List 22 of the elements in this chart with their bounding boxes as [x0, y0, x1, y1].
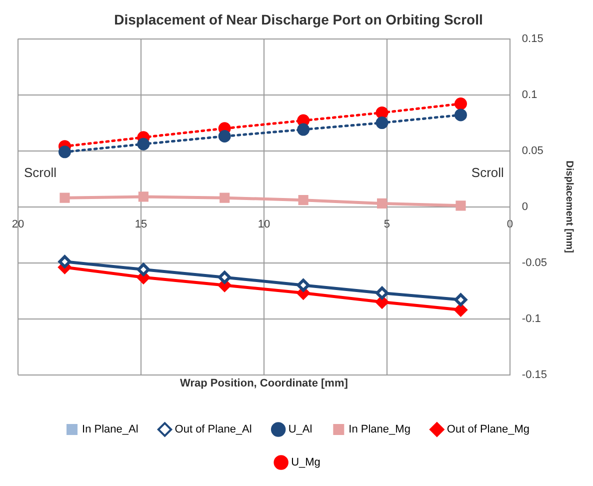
- x-tick-label: 20: [12, 218, 24, 230]
- annotation: Scroll: [471, 164, 504, 180]
- y-tick-label: -0.05: [522, 256, 548, 269]
- legend-label: In Plane_Al: [82, 424, 138, 436]
- x-tick-label: 10: [258, 218, 270, 230]
- x-tick-label: 15: [134, 218, 148, 230]
- legend-label: U_Mg: [291, 456, 320, 469]
- legend-label: In Plane_Mg: [348, 424, 410, 436]
- y-tick-label: -0.1: [522, 312, 541, 325]
- y-tick-label: 0.1: [522, 88, 538, 101]
- y-axis-title: Displacement [mm]: [563, 160, 574, 253]
- x-tick-label: 5: [384, 218, 390, 230]
- x-axis-title: Wrap Position, Coordinate [mm]: [180, 377, 348, 390]
- chart-title: Displacement of Near Discharge Port on Orbiting Scroll: [114, 11, 483, 28]
- annotation: Scroll: [24, 164, 57, 180]
- y-tick-label: -0.15: [522, 368, 548, 381]
- y-tick-label: 0: [522, 200, 528, 213]
- y-tick-label: 0.05: [522, 144, 544, 157]
- legend-label: Out of Plane_Al: [174, 424, 252, 436]
- y-tick-label: 0.15: [522, 32, 544, 45]
- legend-label: Out of Plane_Mg: [446, 424, 530, 436]
- legend-label: U_Al: [288, 424, 312, 436]
